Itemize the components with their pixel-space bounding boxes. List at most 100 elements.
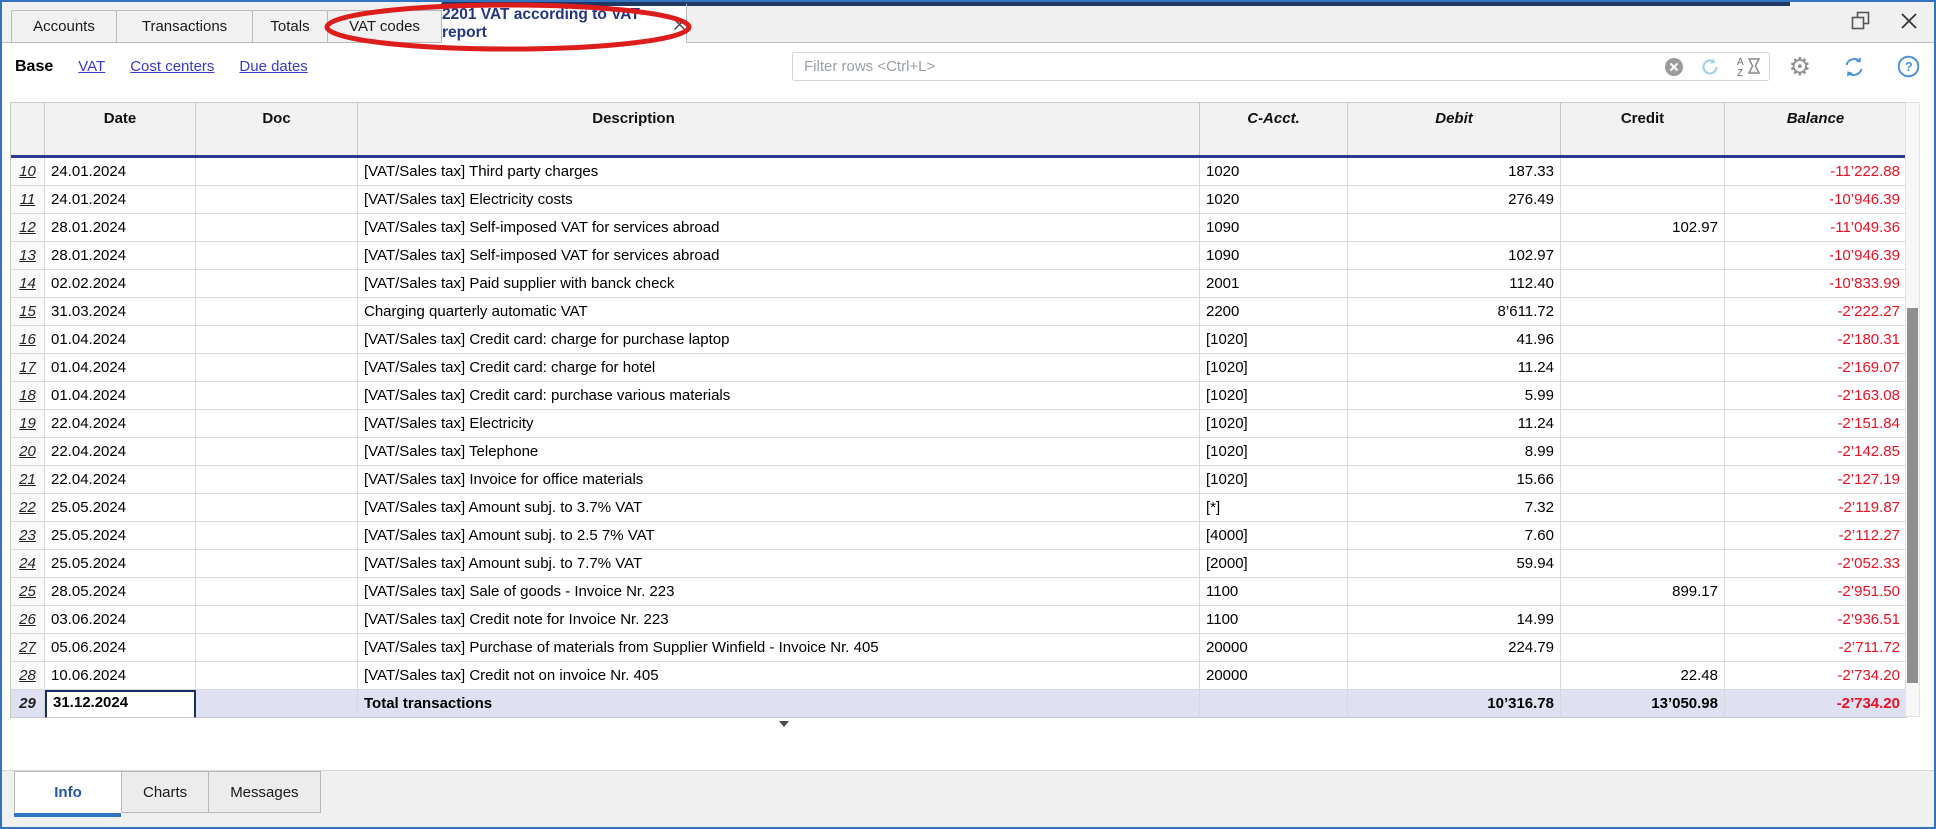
row-number[interactable]: 26 <box>11 606 45 634</box>
cell-description[interactable]: [VAT/Sales tax] Telephone <box>358 438 1200 466</box>
table-row[interactable]: 11 24.01.2024 [VAT/Sales tax] Electricit… <box>11 186 1906 214</box>
table-row[interactable]: 23 25.05.2024 [VAT/Sales tax] Amount sub… <box>11 522 1906 550</box>
cell-debit[interactable]: 276.49 <box>1348 186 1561 214</box>
table-row[interactable]: 16 01.04.2024 [VAT/Sales tax] Credit car… <box>11 326 1906 354</box>
header-doc[interactable]: Doc <box>196 103 358 155</box>
cell-doc[interactable] <box>196 242 358 270</box>
cell-description[interactable]: [VAT/Sales tax] Self-imposed VAT for ser… <box>358 214 1200 242</box>
tab-charts[interactable]: Charts <box>121 771 210 813</box>
cell-cacct[interactable]: 1100 <box>1200 606 1348 634</box>
cell-cacct[interactable]: [1020] <box>1200 354 1348 382</box>
row-number[interactable]: 12 <box>11 214 45 242</box>
cell-cacct[interactable]: [1020] <box>1200 438 1348 466</box>
table-row[interactable]: 13 28.01.2024 [VAT/Sales tax] Self-impos… <box>11 242 1906 270</box>
tab-info[interactable]: Info <box>14 771 122 813</box>
cell-balance[interactable]: -2’151.84 <box>1725 410 1906 438</box>
row-number[interactable]: 24 <box>11 550 45 578</box>
cell-doc[interactable] <box>196 270 358 298</box>
cell-cacct[interactable]: 1090 <box>1200 214 1348 242</box>
cell-date[interactable]: 28.01.2024 <box>45 214 196 242</box>
cell-credit[interactable] <box>1561 438 1725 466</box>
cell-description[interactable]: [VAT/Sales tax] Credit note for Invoice … <box>358 606 1200 634</box>
cell-date[interactable]: 22.04.2024 <box>45 410 196 438</box>
row-number[interactable]: 18 <box>11 382 45 410</box>
clear-filter-icon[interactable] <box>1664 57 1684 77</box>
cell-date[interactable]: 01.04.2024 <box>45 354 196 382</box>
cell-description[interactable]: [VAT/Sales tax] Invoice for office mater… <box>358 466 1200 494</box>
cell-debit[interactable]: 59.94 <box>1348 550 1561 578</box>
cell-description[interactable]: [VAT/Sales tax] Self-imposed VAT for ser… <box>358 242 1200 270</box>
cell-credit[interactable]: 102.97 <box>1561 214 1725 242</box>
cell-credit[interactable] <box>1561 354 1725 382</box>
view-cost-centers[interactable]: Cost centers <box>130 58 215 75</box>
sort-filter-icon[interactable]: A Z <box>1736 55 1761 78</box>
row-number[interactable]: 17 <box>11 354 45 382</box>
sync-icon[interactable] <box>1842 55 1866 79</box>
cell-debit[interactable]: 41.96 <box>1348 326 1561 354</box>
cell-cacct[interactable] <box>1200 690 1348 718</box>
cell-doc[interactable] <box>196 214 358 242</box>
cell-date[interactable]: 22.04.2024 <box>45 466 196 494</box>
cell-cacct[interactable]: [*] <box>1200 494 1348 522</box>
help-icon[interactable]: ? <box>1897 55 1920 78</box>
cell-date[interactable]: 24.01.2024 <box>45 186 196 214</box>
cell-description[interactable]: [VAT/Sales tax] Electricity costs <box>358 186 1200 214</box>
cell-balance[interactable]: -2’180.31 <box>1725 326 1906 354</box>
cell-debit[interactable]: 10’316.78 <box>1348 690 1561 718</box>
cell-doc[interactable] <box>196 158 358 186</box>
cell-balance[interactable]: -11’049.36 <box>1725 214 1906 242</box>
cell-balance[interactable]: -2’119.87 <box>1725 494 1906 522</box>
table-row[interactable]: 12 28.01.2024 [VAT/Sales tax] Self-impos… <box>11 214 1906 242</box>
row-number[interactable]: 27 <box>11 634 45 662</box>
cell-doc[interactable] <box>196 438 358 466</box>
cell-debit[interactable] <box>1348 578 1561 606</box>
cell-date[interactable]: 25.05.2024 <box>45 522 196 550</box>
cell-balance[interactable]: -2’734.20 <box>1725 662 1906 690</box>
cell-credit[interactable] <box>1561 634 1725 662</box>
cell-date[interactable]: 28.05.2024 <box>45 578 196 606</box>
table-row[interactable]: 20 22.04.2024 [VAT/Sales tax] Telephone … <box>11 438 1906 466</box>
cell-doc[interactable] <box>196 494 358 522</box>
cell-cacct[interactable]: 1020 <box>1200 158 1348 186</box>
cell-doc[interactable] <box>196 634 358 662</box>
cell-balance[interactable]: -10’833.99 <box>1725 270 1906 298</box>
cell-description[interactable]: [VAT/Sales tax] Third party charges <box>358 158 1200 186</box>
cell-balance[interactable]: -10’946.39 <box>1725 186 1906 214</box>
table-row[interactable]: 22 25.05.2024 [VAT/Sales tax] Amount sub… <box>11 494 1906 522</box>
cell-description[interactable]: [VAT/Sales tax] Credit card: charge for … <box>358 326 1200 354</box>
cell-cacct[interactable]: 1100 <box>1200 578 1348 606</box>
cell-cacct[interactable]: 1020 <box>1200 186 1348 214</box>
cell-debit[interactable]: 11.24 <box>1348 354 1561 382</box>
cell-description[interactable]: [VAT/Sales tax] Paid supplier with banck… <box>358 270 1200 298</box>
cell-debit[interactable]: 15.66 <box>1348 466 1561 494</box>
cell-debit[interactable]: 102.97 <box>1348 242 1561 270</box>
cell-credit[interactable] <box>1561 410 1725 438</box>
table-row[interactable]: 24 25.05.2024 [VAT/Sales tax] Amount sub… <box>11 550 1906 578</box>
row-number[interactable]: 15 <box>11 298 45 326</box>
cell-credit[interactable]: 13’050.98 <box>1561 690 1725 718</box>
vertical-scrollbar[interactable] <box>1905 102 1920 717</box>
cell-debit[interactable]: 112.40 <box>1348 270 1561 298</box>
cell-credit[interactable] <box>1561 242 1725 270</box>
cell-cacct[interactable]: [1020] <box>1200 466 1348 494</box>
row-number[interactable]: 14 <box>11 270 45 298</box>
cell-credit[interactable] <box>1561 550 1725 578</box>
restore-window-icon[interactable] <box>1850 10 1872 31</box>
cell-description[interactable]: [VAT/Sales tax] Credit card: charge for … <box>358 354 1200 382</box>
splitter-arrow-icon[interactable] <box>779 721 789 727</box>
cell-balance[interactable]: -2’936.51 <box>1725 606 1906 634</box>
cell-balance[interactable]: -2’222.27 <box>1725 298 1906 326</box>
tab-messages[interactable]: Messages <box>208 771 321 813</box>
cell-date[interactable]: 01.04.2024 <box>45 382 196 410</box>
cell-doc[interactable] <box>196 522 358 550</box>
cell-cacct[interactable]: 20000 <box>1200 662 1348 690</box>
cell-doc[interactable] <box>196 382 358 410</box>
cell-doc[interactable] <box>196 550 358 578</box>
cell-cacct[interactable]: [4000] <box>1200 522 1348 550</box>
row-number[interactable]: 19 <box>11 410 45 438</box>
cell-description[interactable]: [VAT/Sales tax] Credit card: purchase va… <box>358 382 1200 410</box>
cell-balance[interactable]: -2’711.72 <box>1725 634 1906 662</box>
cell-credit[interactable] <box>1561 522 1725 550</box>
header-description[interactable]: Description <box>358 103 1200 155</box>
cell-balance[interactable]: -2’734.20 <box>1725 690 1906 718</box>
